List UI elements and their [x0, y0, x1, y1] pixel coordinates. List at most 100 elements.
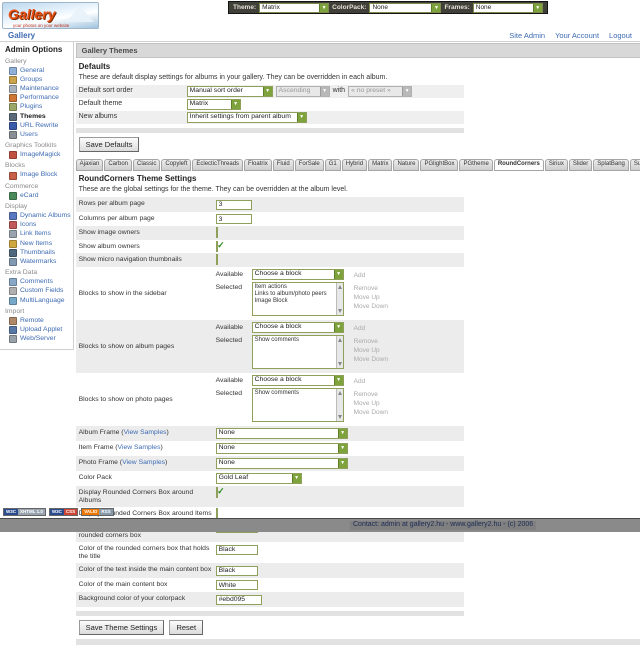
list-item[interactable]: Image Block: [254, 297, 288, 304]
nav-link-site-admin[interactable]: Site Admin: [509, 31, 546, 40]
add-action[interactable]: Add: [353, 271, 366, 279]
nav-link-logout[interactable]: Logout: [609, 31, 632, 40]
sidebar-item-remote[interactable]: Remote: [9, 317, 71, 325]
list-item[interactable]: Item actions: [254, 283, 287, 290]
remove-action[interactable]: Remove: [353, 337, 378, 345]
sidebar-item-dynamic-albums[interactable]: Dynamic Albums: [9, 212, 71, 221]
breadcrumb[interactable]: Gallery: [8, 30, 36, 40]
add-action[interactable]: Add: [353, 324, 366, 332]
tab-sun[interactable]: Sun: [629, 158, 640, 172]
sidebar-item-imagemagick[interactable]: ImageMagick: [9, 151, 71, 160]
sidebar-item-comments[interactable]: Comments: [9, 278, 71, 287]
setting-input[interactable]: [215, 565, 258, 576]
default-sort-order-select[interactable]: Manual sort order ▼: [186, 85, 273, 97]
sidebar-item-ecard[interactable]: eCard: [9, 192, 71, 200]
sidebar-item-thumbnails[interactable]: Thumbnails: [9, 249, 71, 257]
nav-link-your-account[interactable]: Your Account: [555, 31, 600, 40]
sidebar-item-watermarks[interactable]: Watermarks: [9, 258, 71, 266]
move-up-action[interactable]: Move Up: [353, 399, 380, 407]
move-up-action[interactable]: Move Up: [353, 346, 380, 354]
choose-block-select[interactable]: Choose a block ▼: [251, 321, 344, 333]
setting-checkbox[interactable]: [215, 254, 218, 266]
tab-nature[interactable]: Nature: [393, 158, 420, 172]
sidebar-item-upload-applet[interactable]: Upload Applet: [9, 326, 71, 335]
sidebar-item-groups[interactable]: Groups: [9, 76, 71, 84]
move-down-action[interactable]: Move Down: [353, 302, 388, 310]
sidebar-item-web-server[interactable]: Web/Server: [9, 335, 71, 344]
tab-copyleft[interactable]: Copyleft: [161, 158, 192, 172]
list-item[interactable]: Links to album/photo peers: [254, 290, 327, 297]
view-samples-link[interactable]: View Samples: [117, 443, 161, 451]
scrollbar[interactable]: [335, 388, 343, 421]
frames-select[interactable]: None ▼: [472, 2, 543, 13]
list-item[interactable]: Show comments: [254, 336, 299, 343]
sidebar-item-link-items[interactable]: Link Items: [9, 230, 71, 239]
sidebar-item-image-block[interactable]: Image Block: [9, 171, 71, 180]
remove-action[interactable]: Remove: [353, 284, 378, 292]
badge-w3c-css[interactable]: W3C CSS: [48, 508, 79, 516]
colorpack-select[interactable]: None ▼: [369, 2, 442, 13]
scrollbar[interactable]: [335, 282, 343, 315]
add-action[interactable]: Add: [353, 377, 366, 385]
default-theme-select[interactable]: Matrix ▼: [186, 98, 241, 110]
save-theme-settings-button[interactable]: Save Theme Settings: [78, 619, 165, 635]
tab-floatrix[interactable]: Floatrix: [244, 158, 272, 172]
move-down-action[interactable]: Move Down: [353, 408, 388, 416]
reset-button[interactable]: Reset: [169, 619, 204, 635]
tab-pgtheme[interactable]: PGtheme: [459, 158, 493, 172]
setting-select[interactable]: None ▼: [215, 427, 348, 439]
tab-carbon[interactable]: Carbon: [104, 158, 132, 172]
choose-block-select[interactable]: Choose a block ▼: [251, 374, 344, 386]
sidebar-item-plugins[interactable]: Plugins: [9, 103, 71, 112]
setting-select[interactable]: None ▼: [215, 442, 348, 454]
setting-input[interactable]: [215, 594, 262, 605]
setting-input[interactable]: [215, 580, 258, 591]
setting-input[interactable]: [215, 544, 258, 555]
sidebar-item-url-rewrite[interactable]: URL Rewrite: [9, 122, 71, 130]
tab-classic[interactable]: Classic: [133, 158, 161, 172]
tab-ajaxian[interactable]: Ajaxian: [75, 158, 104, 172]
setting-input[interactable]: [215, 199, 252, 210]
tab-slider[interactable]: Slider: [568, 158, 593, 172]
tab-eclecticthreads[interactable]: EclecticThreads: [192, 158, 244, 172]
tab-g1[interactable]: G1: [324, 158, 341, 172]
gallery-logo[interactable]: Gallery your photos on your website: [2, 2, 99, 29]
new-albums-select[interactable]: Inherit settings from parent album ▼: [186, 111, 307, 123]
scrollbar[interactable]: [335, 335, 343, 368]
selected-blocks-list[interactable]: Show comments: [251, 387, 344, 422]
tab-fluid[interactable]: Fluid: [272, 158, 294, 172]
badge-w3c-xhtml-1-0[interactable]: W3C XHTML 1.0: [3, 508, 46, 516]
list-item[interactable]: Show comments: [254, 389, 299, 396]
move-up-action[interactable]: Move Up: [353, 293, 380, 301]
remove-action[interactable]: Remove: [353, 390, 378, 398]
sidebar-item-custom-fields[interactable]: Custom Fields: [9, 287, 71, 296]
setting-select[interactable]: Gold Leaf ▼: [215, 472, 302, 484]
selected-blocks-list[interactable]: Item actions Links to album/photo peers Im…: [251, 281, 344, 316]
setting-input[interactable]: [215, 214, 252, 225]
tab-pglightbox[interactable]: PGlightBox: [420, 158, 459, 172]
sidebar-item-general[interactable]: General: [9, 67, 71, 75]
sidebar-item-maintenance[interactable]: Maintenance: [9, 85, 71, 94]
setting-checkbox[interactable]: [215, 240, 218, 252]
setting-select[interactable]: None ▼: [215, 457, 348, 469]
setting-checkbox[interactable]: [215, 486, 218, 498]
sidebar-item-multilanguage[interactable]: MultiLanguage: [9, 297, 71, 305]
view-samples-link[interactable]: View Samples: [123, 428, 167, 436]
setting-checkbox[interactable]: [215, 227, 218, 239]
badge-valid-rss[interactable]: VALID RSS: [81, 508, 114, 516]
sidebar-item-new-items[interactable]: New Items: [9, 240, 71, 248]
tab-splatbang[interactable]: SplatBang: [593, 158, 629, 172]
tab-roundcorners[interactable]: RoundCorners: [493, 158, 544, 172]
sidebar-item-performance[interactable]: Performance: [9, 94, 71, 103]
selected-blocks-list[interactable]: Show comments: [251, 334, 344, 369]
tab-matrix[interactable]: Matrix: [368, 158, 393, 172]
setting-checkbox[interactable]: [215, 508, 218, 520]
theme-select[interactable]: Matrix ▼: [259, 2, 330, 13]
tab-siriux[interactable]: Siriux: [544, 158, 568, 172]
choose-block-select[interactable]: Choose a block ▼: [251, 268, 344, 280]
tab-hybrid[interactable]: Hybrid: [341, 158, 368, 172]
sidebar-item-icons[interactable]: Icons: [9, 221, 71, 230]
sidebar-item-themes[interactable]: Themes: [9, 113, 71, 121]
save-defaults-button[interactable]: Save Defaults: [78, 136, 140, 152]
tab-forsale[interactable]: ForSale: [294, 158, 324, 172]
